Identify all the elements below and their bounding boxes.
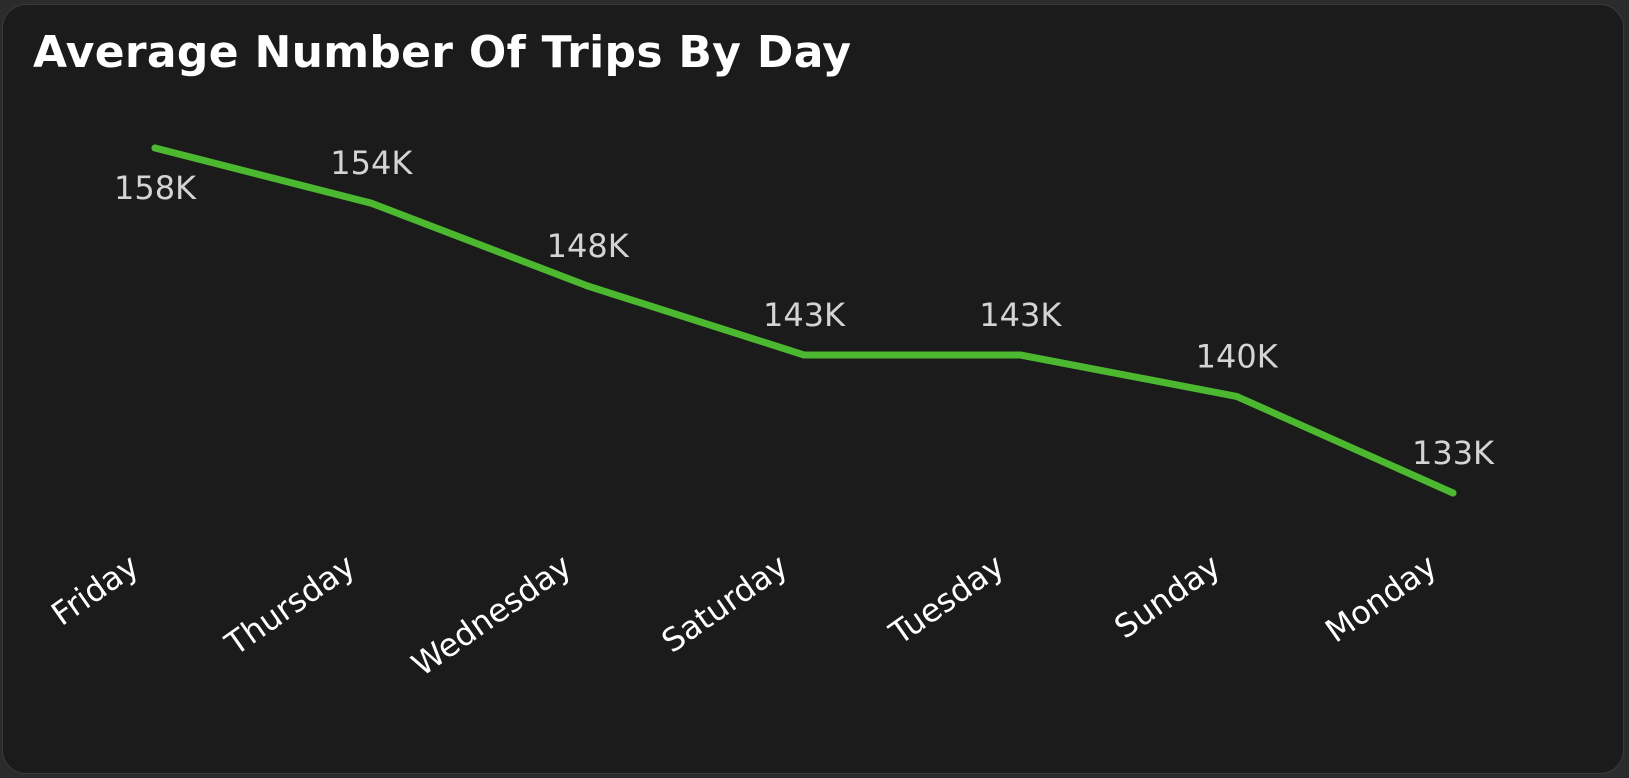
x-tick-label: Friday [44,546,145,633]
data-label: 143K [763,296,846,334]
plot-area: 158K 154K 148K 143K 143K 140K 133K Friday Thursd… [44,144,1495,684]
data-point[interactable] [1449,489,1457,497]
x-tick-label: Tuesday [882,546,1011,652]
chart-title: Average Number Of Trips By Day [33,27,852,78]
data-point[interactable] [1233,392,1241,400]
x-tick-label: Thursday [217,546,362,663]
data-label: 148K [547,227,630,265]
data-point[interactable] [800,351,808,359]
data-label: 140K [1196,337,1279,375]
data-label: 133K [1412,434,1495,472]
data-point[interactable] [1016,351,1024,359]
data-label: 158K [114,169,197,207]
x-tick-label: Sunday [1107,546,1227,646]
data-point[interactable] [367,199,375,207]
x-tick-label: Wednesday [405,546,579,683]
line-chart: 158K 154K 148K 143K 143K 140K 133K Friday Thursd… [44,144,1495,684]
data-label: 143K [979,296,1062,334]
data-point[interactable] [584,282,592,290]
data-label: 154K [330,144,413,182]
x-tick-label: Monday [1318,546,1443,650]
x-tick-label: Saturday [655,546,795,660]
chart-card: Average Number Of Trips By Day 158K 154K 1… [2,4,1624,774]
data-point[interactable] [151,144,159,152]
